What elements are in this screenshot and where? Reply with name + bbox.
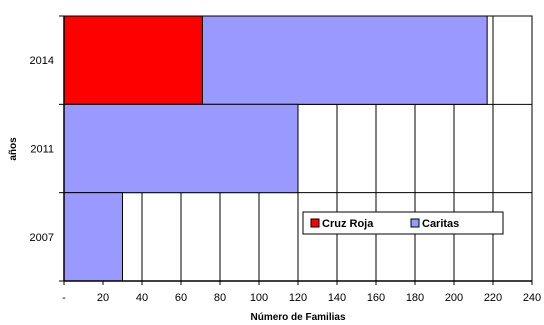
legend-label-cruz-roja: Cruz Roja (322, 218, 374, 230)
legend-swatch-cruz-roja (310, 218, 320, 228)
x-tick-label: 240 (523, 292, 541, 304)
axis-layer (59, 15, 533, 285)
x-tick-label: 20 (97, 292, 109, 304)
x-tick-label: 180 (406, 292, 424, 304)
x-tick-label: 40 (136, 292, 148, 304)
legend-label-caritas: Caritas (422, 218, 459, 230)
x-tick-label: 200 (445, 292, 463, 304)
x-tick-label: 140 (328, 292, 346, 304)
y-tick-label: 2011 (30, 144, 54, 156)
x-axis-title: Número de Familias (250, 312, 345, 323)
x-tick-label: 100 (250, 292, 268, 304)
y-tick-label: 2007 (30, 232, 54, 244)
bar-cruz-roja-2014 (63, 15, 203, 105)
x-tick-label: 80 (214, 292, 226, 304)
tick-label-layer: - 20 40 60 80 100 120 140 160 180 200 220 240 2014 201… (30, 55, 542, 304)
y-tick-label: 2014 (30, 55, 54, 67)
bar-caritas-2014 (201, 15, 488, 105)
x-tick-label: - (62, 292, 66, 304)
legend: Cruz Roja Caritas (302, 211, 504, 235)
y-axis-title: años (8, 137, 19, 161)
legend-swatch-caritas (410, 218, 420, 228)
x-tick-label: 160 (367, 292, 385, 304)
bar-caritas-2007 (63, 192, 123, 282)
x-tick-label: 60 (175, 292, 187, 304)
x-tick-label: 220 (484, 292, 502, 304)
x-tick-label: 120 (289, 292, 307, 304)
legend-box (302, 211, 504, 235)
bar-caritas-2011 (63, 103, 299, 194)
